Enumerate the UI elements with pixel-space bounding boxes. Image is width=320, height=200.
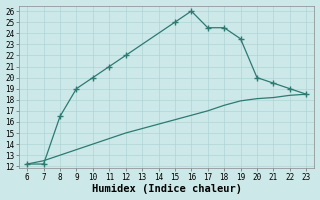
X-axis label: Humidex (Indice chaleur): Humidex (Indice chaleur) (92, 184, 242, 194)
